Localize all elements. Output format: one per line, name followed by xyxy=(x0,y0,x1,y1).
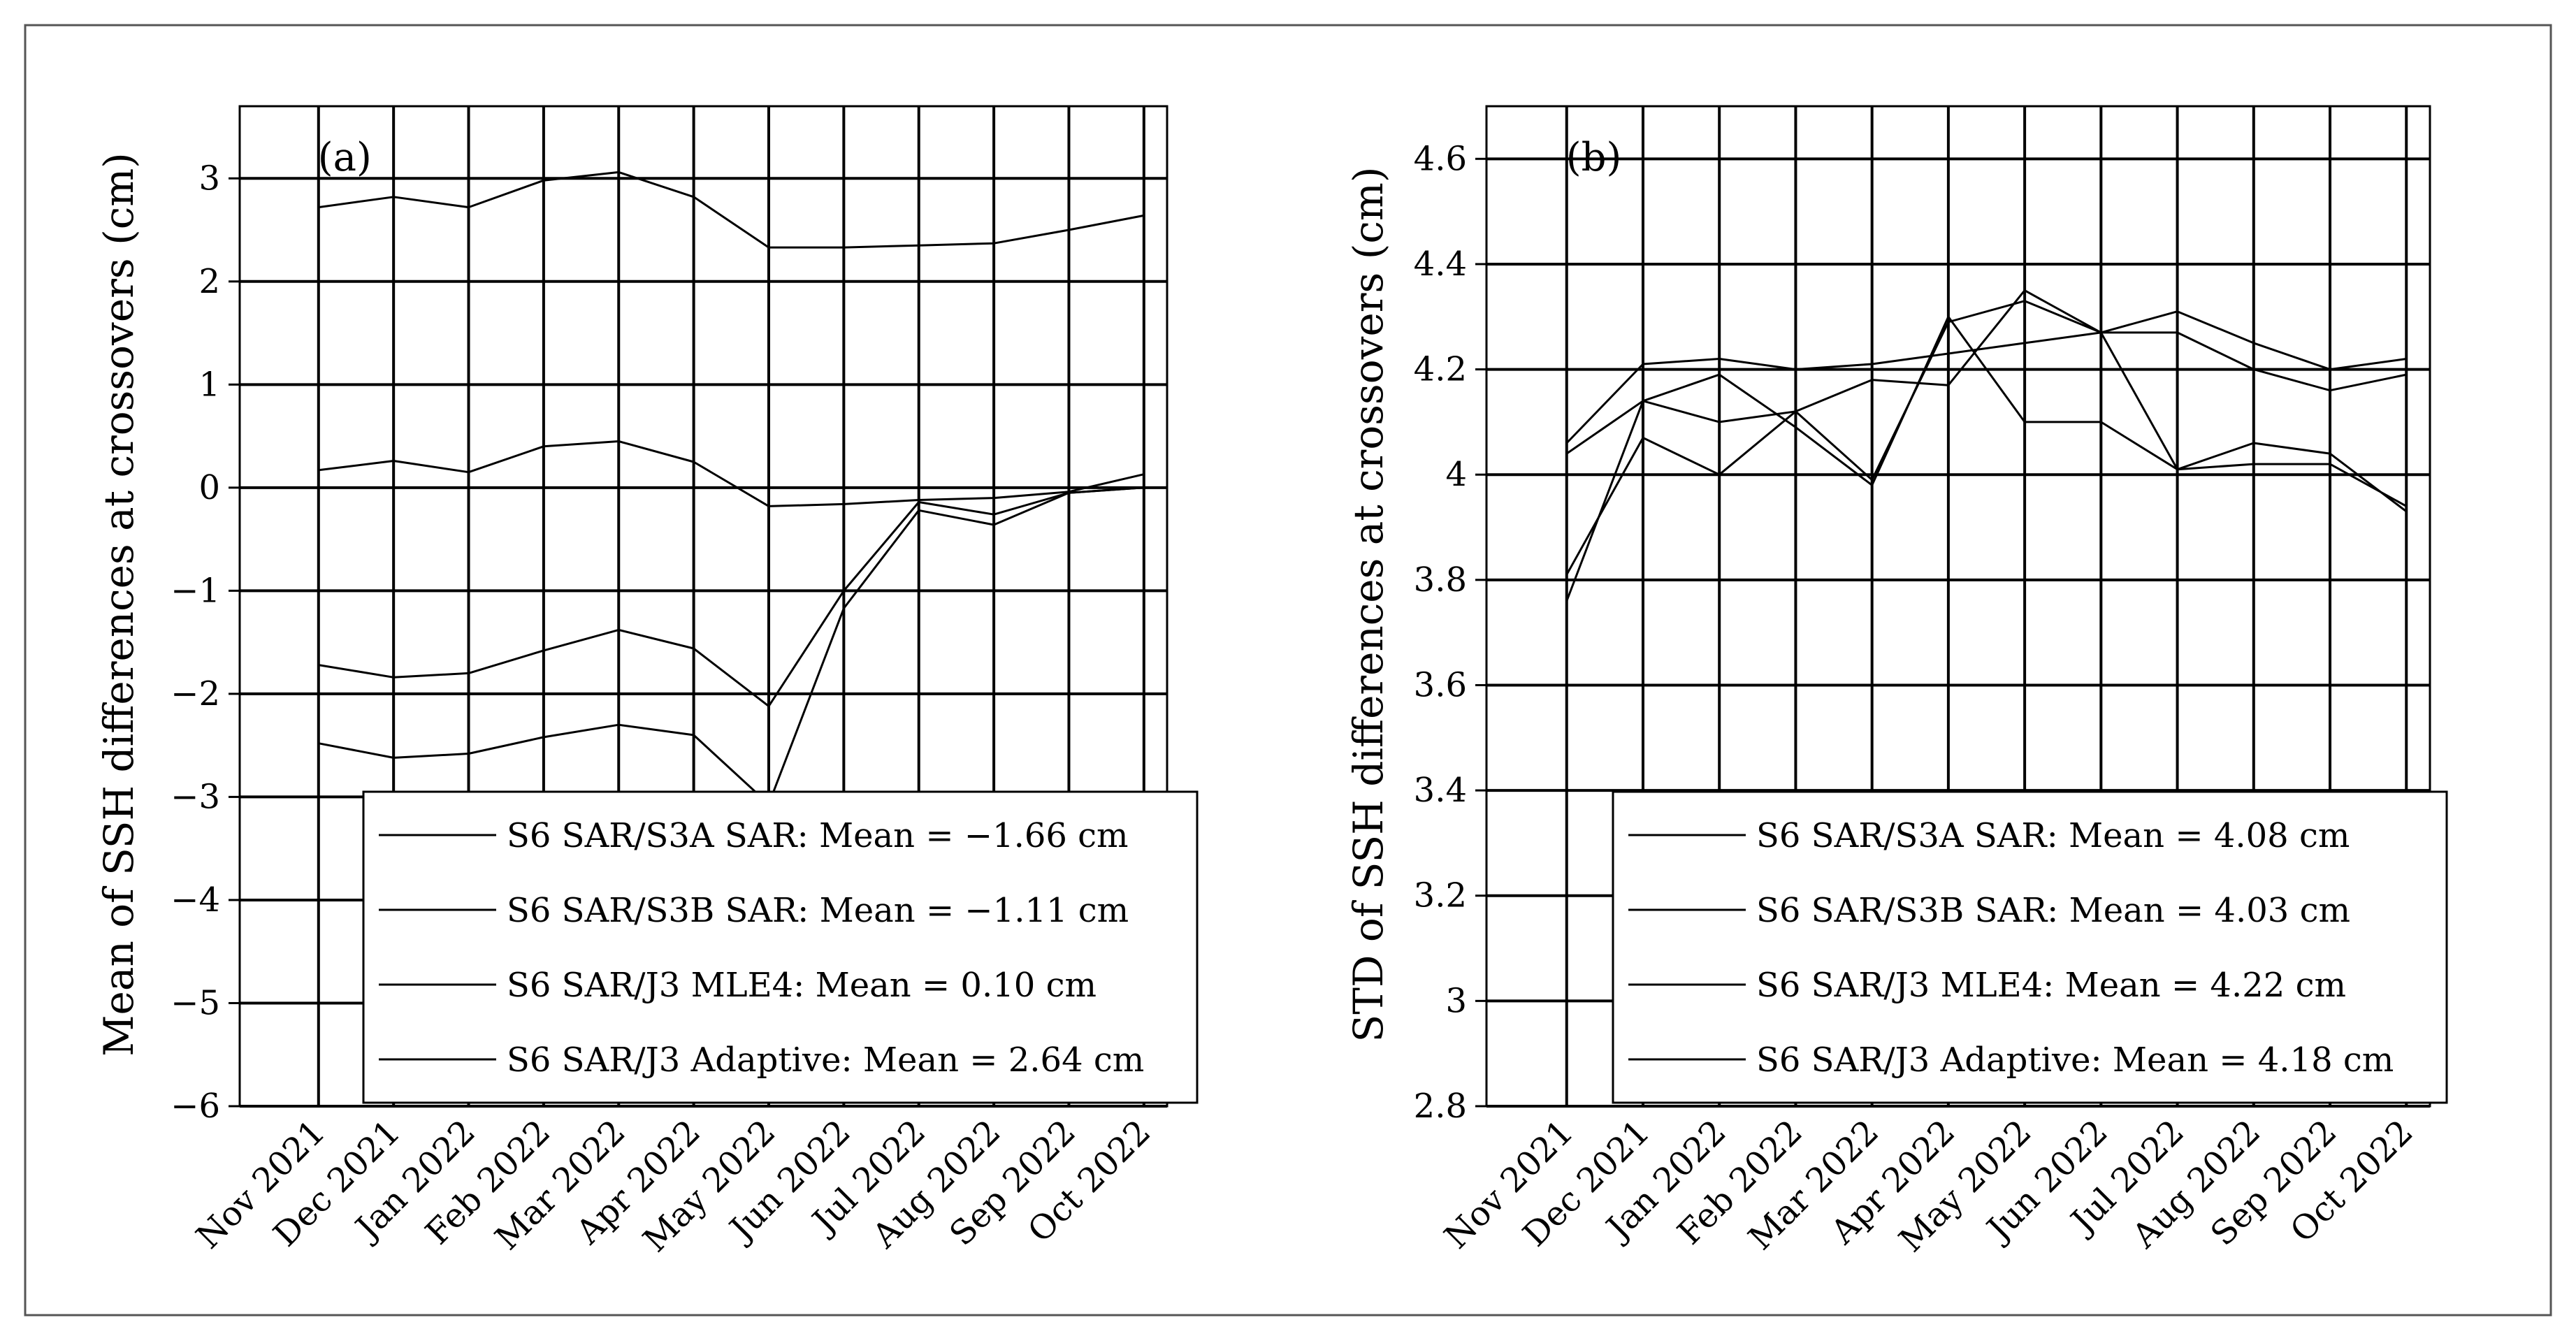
y-tick-label-b: 3.2 xyxy=(1414,876,1467,915)
y-tick-label-a: −6 xyxy=(171,1087,220,1126)
y-tick-label-a: 0 xyxy=(198,468,220,507)
y-tick-label-a: 3 xyxy=(198,159,220,198)
y-tick-label-b: 4.4 xyxy=(1414,245,1467,284)
legend-box-b xyxy=(1612,790,2448,1104)
y-tick-label-a: −3 xyxy=(171,777,220,816)
legend-entry-b-3: S6 SAR/J3 MLE4: Mean = 4.22 cm xyxy=(1756,966,2346,1005)
legend-entry-b-1: S6 SAR/S3A SAR: Mean = 4.08 cm xyxy=(1756,816,2350,855)
y-tick-label-b: 3 xyxy=(1445,981,1467,1020)
series-line-a-2 xyxy=(318,486,1144,708)
legend-box-a xyxy=(362,790,1199,1104)
y-tick-label-a: 1 xyxy=(198,365,220,404)
legend-entry-a-1: S6 SAR/S3A SAR: Mean = −1.66 cm xyxy=(507,816,1129,855)
y-tick-label-b: 4 xyxy=(1445,455,1467,494)
series-line-a-1 xyxy=(318,486,1144,806)
y-tick-label-b: 2.8 xyxy=(1414,1087,1467,1126)
y-tick-label-b: 3.8 xyxy=(1414,560,1467,600)
y-tick-label-b: 3.6 xyxy=(1414,665,1467,704)
series-line-a-3 xyxy=(318,440,1145,507)
y-tick-label-a: −4 xyxy=(171,880,220,920)
legend-entry-b-2: S6 SAR/S3B SAR: Mean = 4.03 cm xyxy=(1756,891,2350,930)
y-axis-label-a: Mean of SSH differences at crossovers (c… xyxy=(95,152,143,1057)
series-line-b-2 xyxy=(1565,300,2408,576)
panel-b: STD of SSH differences at crossovers (cm… xyxy=(1345,105,2448,1260)
y-tick-label-a: −5 xyxy=(171,983,220,1022)
series-line-b-4 xyxy=(1565,310,2407,444)
series-line-b-1 xyxy=(1565,315,2408,602)
y-tick-label-a: −1 xyxy=(171,571,220,610)
series-line-a-4 xyxy=(318,171,1145,249)
panel-label-a: (a) xyxy=(318,135,372,180)
y-axis-label-b: STD of SSH differences at crossovers (cm… xyxy=(1345,167,1392,1043)
panel-label-b: (b) xyxy=(1566,135,1622,180)
series-line-b-3 xyxy=(1565,289,2407,455)
y-tick-label-b: 4.6 xyxy=(1414,139,1467,178)
y-tick-label-b: 3.4 xyxy=(1414,771,1467,810)
y-tick-label-a: 2 xyxy=(198,262,220,301)
legend-entry-a-4: S6 SAR/J3 Adaptive: Mean = 2.64 cm xyxy=(507,1041,1144,1080)
legend-entry-a-2: S6 SAR/S3B SAR: Mean = −1.11 cm xyxy=(507,891,1129,930)
y-tick-label-a: −2 xyxy=(171,674,220,713)
y-tick-label-b: 4.2 xyxy=(1414,350,1467,389)
legend-entry-a-3: S6 SAR/J3 MLE4: Mean = 0.10 cm xyxy=(507,966,1097,1005)
legend-entry-b-4: S6 SAR/J3 Adaptive: Mean = 4.18 cm xyxy=(1756,1041,2394,1080)
